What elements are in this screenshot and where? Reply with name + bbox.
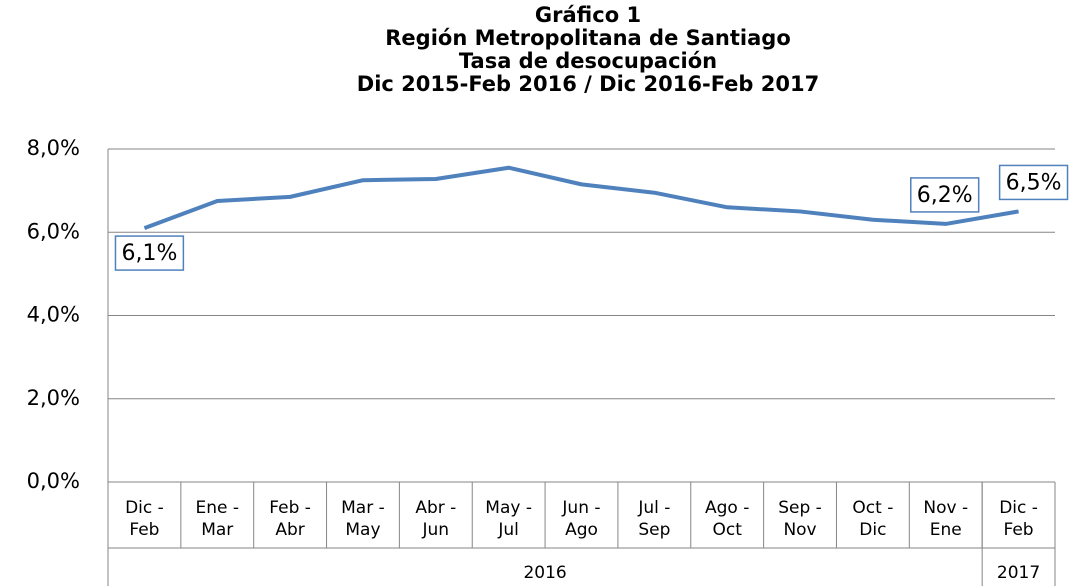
x-tick-label: Sep - Nov	[778, 498, 822, 540]
x-tick-label: Abr - Jun	[415, 498, 457, 540]
year-label: 2017	[996, 563, 1041, 583]
x-tick-label: Ene - Mar	[195, 498, 240, 540]
y-tick-label: 4,0%	[27, 303, 80, 327]
x-tick-label: Oct - Dic	[852, 498, 894, 540]
chart-title: Región Metropolitana de Santiago	[385, 26, 791, 50]
chart-title: Tasa de desocupación	[459, 49, 717, 73]
x-tick-label: Nov - Ene	[923, 498, 969, 540]
y-tick-label: 6,0%	[27, 219, 80, 243]
data-label: 6,2%	[917, 183, 973, 208]
y-tick-label: 2,0%	[27, 386, 80, 410]
data-label: 6,5%	[1006, 170, 1062, 195]
x-tick-label: Dic - Feb	[999, 498, 1038, 540]
x-tick-label: Ago - Oct	[705, 498, 750, 540]
y-tick-label: 8,0%	[27, 136, 80, 160]
series-line	[143, 165, 1019, 230]
chart-title: Dic 2015-Feb 2016 / Dic 2016-Feb 2017	[357, 72, 819, 96]
data-label: 6,1%	[121, 241, 177, 266]
chart-title: Gráfico 1	[535, 3, 641, 27]
x-tick-label: May - Jul	[485, 498, 532, 540]
x-tick-label: Feb - Abr	[269, 498, 311, 540]
year-label: 2016	[523, 563, 567, 583]
data-label-box	[998, 164, 1069, 201]
data-label-box	[114, 235, 185, 271]
x-tick-label: Jul - Sep	[638, 498, 671, 540]
x-tick-label: Jun - Ago	[562, 498, 601, 540]
x-tick-label: Dic - Feb	[125, 498, 164, 540]
data-label-box	[910, 177, 980, 213]
x-tick-label: Mar - May	[341, 498, 385, 540]
y-tick-label: 0,0%	[27, 469, 80, 493]
